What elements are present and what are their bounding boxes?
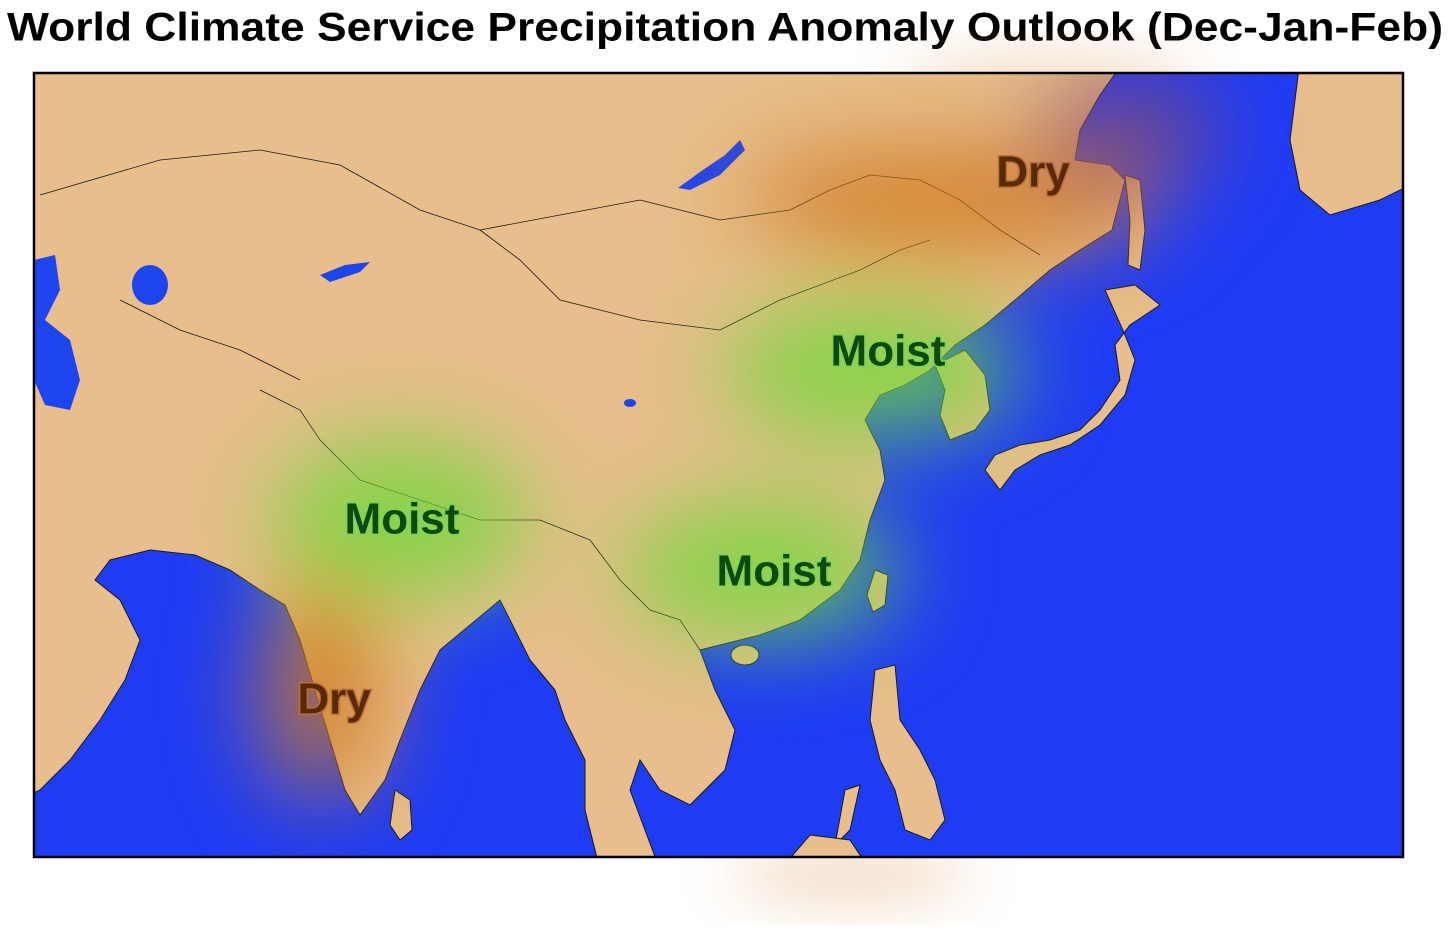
land: [389, 789, 413, 841]
moist-area: [620, 500, 900, 640]
land: [834, 784, 861, 847]
lake: [678, 140, 745, 190]
land: [1289, 73, 1403, 216]
moist-area: [270, 440, 530, 600]
land: [790, 834, 862, 857]
map-title: World Climate Service Precipitation Anom…: [7, 6, 1443, 50]
glow: [730, 850, 970, 900]
lake: [132, 265, 168, 305]
region-label: Moist: [831, 327, 946, 376]
border: [479, 229, 931, 331]
map: [34, 73, 1403, 857]
dry-area: [740, 145, 1160, 255]
region-label: Moist: [717, 547, 832, 596]
lake: [34, 255, 80, 410]
map-frame: [32, 71, 1405, 859]
land: [869, 664, 946, 841]
land: [730, 644, 760, 666]
region-label: Dry: [996, 148, 1070, 197]
lake: [624, 399, 636, 407]
lake: [320, 262, 370, 282]
moist-area: [720, 300, 1020, 440]
border: [119, 299, 301, 381]
land: [984, 284, 1161, 491]
dry-area: [260, 580, 380, 800]
dry-area: [1040, 73, 1220, 190]
region-label: Dry: [297, 675, 371, 724]
anomaly-shading: [260, 73, 1220, 800]
region-label: Moist: [345, 495, 460, 544]
